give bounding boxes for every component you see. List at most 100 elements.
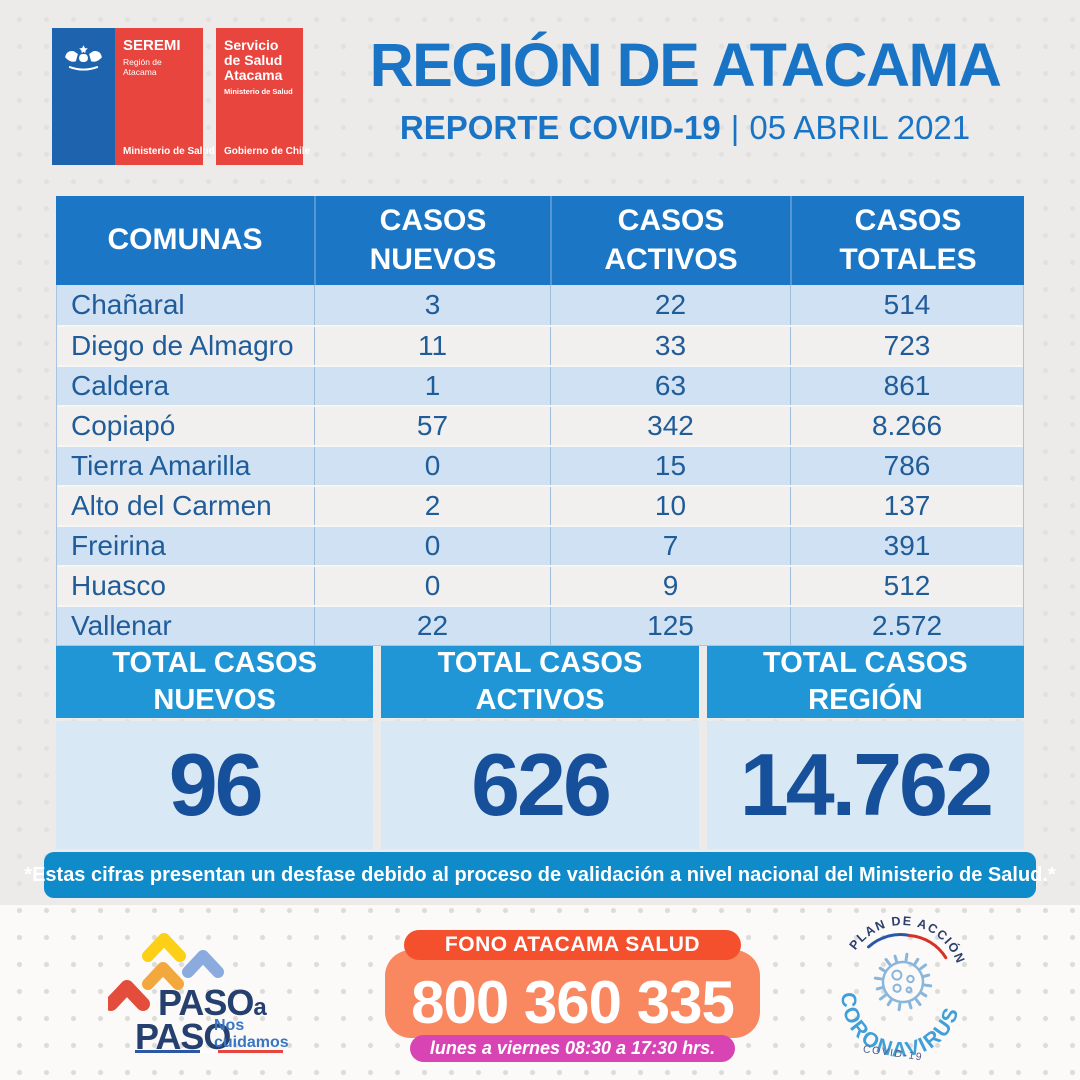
total-nuevos-block: TOTAL CASOS NUEVOS 96 [56, 646, 374, 849]
total-label-line: TOTAL CASOS [437, 646, 643, 679]
table-row: Vallenar 22 125 2.572 [57, 605, 1023, 645]
total-region-label: TOTAL CASOS REGIÓN [706, 646, 1024, 718]
total-activos-value: 626 [381, 721, 699, 849]
table-row: Caldera 1 63 861 [57, 365, 1023, 405]
coronavirus-stamp-icon: PLAN DE ACCIÓN [828, 906, 973, 1070]
paso-word: PASO [158, 982, 254, 1023]
table-row: Alto del Carmen 2 10 137 [57, 485, 1023, 525]
totales-cell: 786 [790, 447, 1023, 485]
comuna-cell: Copiapó [71, 410, 176, 441]
nuevos-cell: 0 [314, 567, 550, 605]
total-activos-label: TOTAL CASOS ACTIVOS [381, 646, 699, 718]
totales-cell: 723 [790, 327, 1023, 365]
column-header-line: CASOS [854, 204, 962, 238]
table-row: Huasco 0 9 512 [57, 565, 1023, 605]
servicio-salud-logo: Servicio de Salud Atacama Ministerio de … [216, 28, 310, 165]
report-subtitle: REPORTE COVID-19 | 05 ABRIL 2021 [335, 109, 1035, 147]
comuna-cell: Chañaral [71, 289, 185, 320]
table-row: Freirina 0 7 391 [57, 525, 1023, 565]
fono-phone-box [385, 950, 760, 1038]
totales-cell: 512 [790, 567, 1023, 605]
subtitle-separator: | [730, 109, 740, 146]
institution-logos: SEREMI Región de Atacama Ministerio de S… [52, 28, 310, 165]
total-nuevos-label: TOTAL CASOS NUEVOS [56, 646, 374, 718]
comuna-cell: Tierra Amarilla [71, 450, 251, 481]
disclaimer-banner: *Estas cifras presentan un desfase debid… [24, 852, 1056, 898]
fono-title-pill: FONO ATACAMA SALUD [404, 930, 741, 960]
column-header-comunas: COMUNAS [56, 196, 314, 285]
totals-section: TOTAL CASOS NUEVOS 96 TOTAL CASOS ACTIVOS … [56, 646, 1024, 849]
column-header-line: CASOS [617, 204, 725, 238]
table-row: Copiapó 57 342 8.266 [57, 405, 1023, 445]
comuna-cell: Caldera [71, 370, 170, 401]
activos-cell: 125 [550, 607, 790, 645]
seremi-text-panel: SEREMI Región de Atacama Ministerio de S… [115, 28, 215, 165]
total-label-line: NUEVOS [153, 684, 276, 716]
nuevos-cell: 0 [314, 527, 550, 565]
column-header-line: TOTALES [839, 242, 977, 276]
comuna-cell: Alto del Carmen [71, 490, 272, 521]
servicio-name: Servicio de Salud Atacama [224, 37, 283, 84]
report-header: REGIÓN DE ATACAMA REPORTE COVID-19 | 05 AB… [335, 30, 1035, 147]
paso-tagline: Nos cuidamos [214, 1017, 289, 1051]
column-header-casos-nuevos: CASOS NUEVOS [314, 196, 550, 285]
fono-phone-number: 800 360 335 [411, 969, 735, 1036]
paso-suffix: a [253, 994, 266, 1021]
fono-hours-pill: lunes a viernes 08:30 a 17:30 hrs. [410, 1035, 735, 1062]
total-label-line: ACTIVOS [475, 684, 605, 716]
totales-cell: 2.572 [790, 607, 1023, 645]
total-region-value: 14.762 [706, 721, 1024, 849]
cases-table: COMUNAS CASOS NUEVOS CASOS ACTIVOS CASOS TO… [56, 196, 1024, 646]
chile-coat-of-arms-icon [65, 45, 102, 71]
comuna-cell: Huasco [71, 570, 166, 601]
nuevos-cell: 3 [314, 285, 550, 325]
seremi-region: Región de Atacama [123, 56, 162, 77]
column-header-casos-totales: CASOS TOTALES [790, 196, 1024, 285]
plan-de-accion-coronavirus-stamp: PLAN DE ACCIÓN [828, 906, 988, 1070]
comuna-cell: Freirina [71, 530, 166, 561]
activos-cell: 22 [550, 285, 790, 325]
total-label-line: TOTAL CASOS [112, 646, 317, 679]
activos-cell: 63 [550, 367, 790, 405]
seremi-logo: SEREMI Región de Atacama Ministerio de S… [52, 28, 215, 165]
servicio-gov: Gobierno de Chile [224, 146, 311, 157]
paso-a-paso-logo: PASOa PASO Nos cuidamos [108, 930, 289, 1058]
activos-cell: 10 [550, 487, 790, 525]
report-label: REPORTE COVID-19 [399, 109, 721, 146]
totales-cell: 391 [790, 527, 1023, 565]
seremi-ministry: Ministerio de Salud [123, 146, 215, 157]
totales-cell: 514 [790, 285, 1023, 325]
nuevos-cell: 11 [314, 327, 550, 365]
column-header-line: CASOS [379, 204, 487, 238]
column-header-line: ACTIVOS [604, 242, 738, 276]
chile-coat-of-arms-panel [52, 28, 115, 165]
nuevos-cell: 0 [314, 447, 550, 485]
table-row: Diego de Almagro 11 33 723 [57, 325, 1023, 365]
comuna-cell: Diego de Almagro [71, 330, 294, 361]
report-date: 05 ABRIL 2021 [749, 109, 971, 146]
total-nuevos-value: 96 [56, 721, 374, 849]
servicio-ministry: Ministerio de Salud [224, 87, 293, 97]
stamp-top-text: PLAN DE ACCIÓN [846, 906, 973, 968]
column-header-line: NUEVOS [369, 242, 497, 276]
activos-cell: 7 [550, 527, 790, 565]
activos-cell: 9 [550, 567, 790, 605]
activos-cell: 33 [550, 327, 790, 365]
table-header-row: COMUNAS CASOS NUEVOS CASOS ACTIVOS CASOS TO… [56, 196, 1024, 285]
total-label-line: TOTAL CASOS [763, 646, 968, 679]
totales-cell: 8.266 [790, 407, 1023, 445]
total-label-line: REGIÓN [808, 684, 923, 716]
fono-atacama-salud-callout: FONO ATACAMA SALUD 800 360 335 lunes a v… [385, 930, 760, 1063]
nuevos-cell: 22 [314, 607, 550, 645]
table-row: Tierra Amarilla 0 15 786 [57, 445, 1023, 485]
svg-text:PLAN DE ACCIÓN: PLAN DE ACCIÓN [846, 912, 973, 968]
seremi-name: SEREMI [123, 37, 181, 54]
totales-cell: 861 [790, 367, 1023, 405]
paso-word-line1: PASOa [158, 982, 267, 1024]
column-header-casos-activos: CASOS ACTIVOS [550, 196, 790, 285]
totales-cell: 137 [790, 487, 1023, 525]
total-region-block: TOTAL CASOS REGIÓN 14.762 [706, 646, 1024, 849]
column-header-line: COMUNAS [107, 223, 263, 257]
total-activos-block: TOTAL CASOS ACTIVOS 626 [381, 646, 699, 849]
